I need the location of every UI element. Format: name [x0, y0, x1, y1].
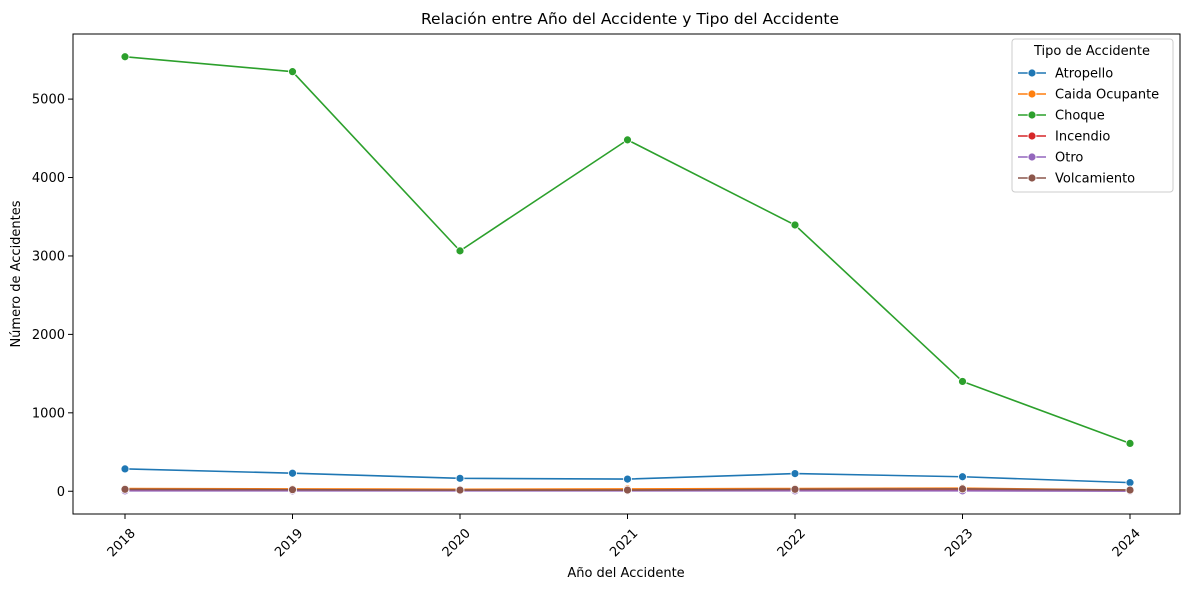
data-point [1125, 485, 1135, 495]
series-volcamiento [120, 484, 1135, 495]
x-axis: 2018 2019 2020 2021 2022 2023 2024 [105, 514, 1144, 560]
y-axis: 0 1000 2000 3000 4000 5000 [32, 93, 73, 500]
data-point [1125, 439, 1135, 448]
legend-swatch-marker [1027, 173, 1037, 183]
y-tick-label: 3000 [32, 249, 65, 264]
data-point [623, 474, 632, 484]
legend-item: Otro [1018, 151, 1083, 166]
x-tick-label: 2021 [607, 526, 641, 560]
legend-label: Choque [1055, 109, 1105, 124]
legend-item: Incendio [1018, 130, 1110, 145]
data-point [790, 484, 800, 494]
legend-label: Otro [1055, 151, 1083, 166]
legend-label: Incendio [1055, 130, 1110, 145]
series-atropello [120, 464, 1135, 488]
data-point [288, 468, 297, 478]
series-choque [120, 52, 1135, 448]
data-point [120, 52, 130, 62]
legend-item: Volcamiento [1018, 172, 1135, 187]
data-point [958, 484, 967, 494]
legend: Tipo de Accidente Atropello Caida Ocupant… [1011, 38, 1174, 193]
y-tick-label: 2000 [32, 328, 65, 343]
y-tick-label: 5000 [32, 93, 65, 108]
legend-box [1011, 38, 1174, 193]
legend-label: Caida Ocupante [1055, 88, 1159, 103]
legend-item: Atropello [1018, 67, 1113, 82]
data-point [288, 485, 297, 495]
y-axis-title: Número de Accidentes [9, 200, 24, 347]
x-tick-label: 2019 [272, 526, 306, 560]
x-axis-title: Año del Accidente [567, 566, 684, 581]
legend-swatch-marker [1027, 110, 1037, 120]
x-tick-label: 2018 [105, 526, 139, 560]
data-point [958, 377, 967, 386]
series-line [124, 55, 1131, 445]
x-tick-label: 2024 [1110, 526, 1144, 560]
legend-label: Volcamiento [1055, 172, 1135, 187]
data-point [288, 67, 297, 77]
data-point [455, 246, 465, 256]
data-point [790, 469, 800, 479]
data-point [455, 485, 465, 495]
data-point [455, 473, 465, 483]
x-tick-label: 2022 [775, 526, 809, 560]
data-point [958, 472, 967, 482]
x-tick-label: 2023 [942, 526, 976, 560]
legend-title: Tipo de Accidente [1033, 44, 1150, 59]
chart-title: Relación entre Año del Accidente y Tipo … [421, 10, 839, 28]
legend-swatch-marker [1027, 89, 1037, 99]
plot-area [72, 33, 1181, 515]
x-tick-label: 2020 [440, 526, 474, 560]
legend-item: Choque [1018, 109, 1105, 124]
y-tick-label: 1000 [32, 406, 65, 421]
legend-swatch-marker [1027, 152, 1037, 162]
legend-swatch-marker [1027, 131, 1037, 141]
data-point [623, 485, 632, 495]
plot-frame [72, 33, 1181, 515]
data-point [623, 135, 632, 145]
data-point [790, 220, 800, 230]
data-point [120, 464, 130, 474]
y-tick-label: 4000 [32, 171, 65, 186]
legend-swatch-marker [1027, 68, 1037, 78]
legend-label: Atropello [1055, 67, 1113, 82]
data-point [120, 484, 130, 494]
legend-item: Caida Ocupante [1018, 88, 1159, 103]
legend-items: Atropello Caida Ocupante Choque Incendio Otr… [1018, 67, 1159, 187]
y-tick-label: 0 [57, 485, 65, 500]
data-point [1125, 478, 1135, 488]
